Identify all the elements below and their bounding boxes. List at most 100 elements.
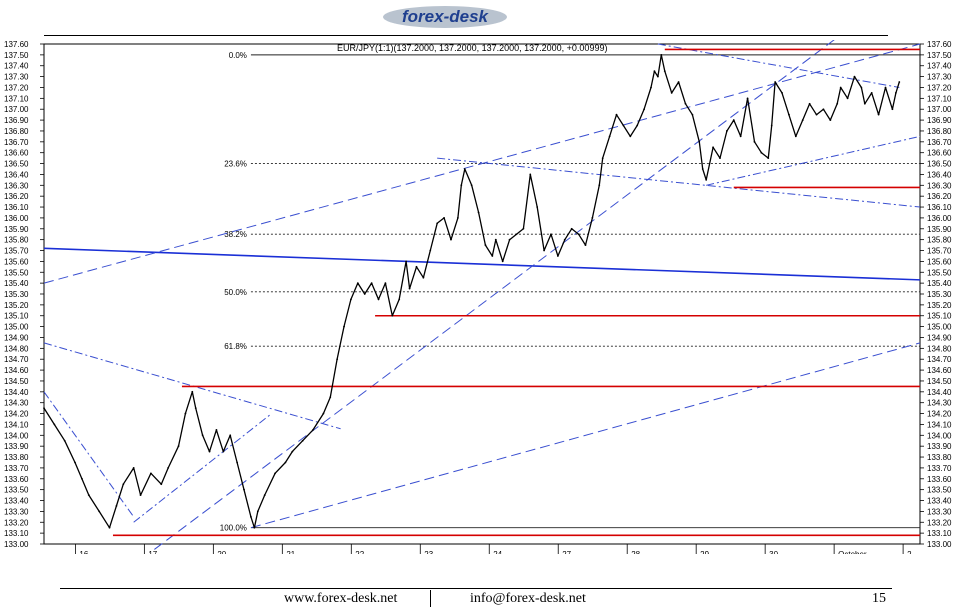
y-tick-label-left: 135.50 bbox=[4, 268, 29, 277]
x-tick-label: 21 bbox=[286, 550, 295, 554]
price-point bbox=[863, 102, 866, 105]
price-point bbox=[229, 434, 232, 437]
price-point bbox=[615, 113, 618, 116]
y-tick-label-left: 133.20 bbox=[4, 518, 29, 527]
price-point bbox=[53, 423, 56, 426]
price-point bbox=[515, 233, 518, 236]
y-tick-label-left: 137.10 bbox=[4, 94, 29, 103]
y-tick-label-right: 137.00 bbox=[927, 105, 952, 114]
price-point bbox=[660, 53, 663, 56]
price-point bbox=[222, 450, 225, 453]
price-point bbox=[63, 439, 66, 442]
y-tick-label-left: 137.00 bbox=[4, 105, 29, 114]
trendline bbox=[43, 391, 135, 518]
price-point bbox=[584, 244, 587, 246]
y-tick-label-left: 135.60 bbox=[4, 257, 29, 266]
y-tick-label-left: 135.80 bbox=[4, 236, 29, 245]
price-point bbox=[653, 70, 656, 73]
y-tick-label-right: 134.80 bbox=[927, 344, 952, 353]
x-tick-label: 30 bbox=[769, 550, 778, 554]
y-tick-label-right: 137.60 bbox=[927, 40, 952, 49]
fib-level-label: 0.0% bbox=[229, 51, 247, 60]
fib-level-label: 23.6% bbox=[224, 160, 247, 169]
price-point bbox=[781, 92, 783, 94]
price-point bbox=[74, 461, 76, 464]
y-tick-label-left: 136.10 bbox=[4, 203, 29, 212]
y-tick-label-right: 134.30 bbox=[927, 399, 952, 408]
price-point bbox=[256, 510, 259, 513]
y-tick-label-right: 133.10 bbox=[927, 529, 952, 538]
x-tick-label: 24 bbox=[493, 550, 502, 554]
price-point bbox=[132, 467, 135, 469]
price-point bbox=[494, 238, 497, 241]
y-tick-label-right: 135.20 bbox=[927, 301, 952, 310]
y-tick-label-right: 135.60 bbox=[927, 257, 952, 266]
price-point bbox=[115, 505, 118, 507]
forex-desk-logo: forex-desk bbox=[383, 6, 507, 28]
y-tick-label-right: 133.70 bbox=[927, 464, 952, 473]
y-tick-label-right: 134.60 bbox=[927, 366, 952, 375]
y-tick-label-left: 137.30 bbox=[4, 73, 29, 82]
price-point bbox=[312, 428, 314, 431]
price-point bbox=[336, 358, 339, 361]
y-tick-label-left: 136.30 bbox=[4, 181, 29, 190]
trendline bbox=[43, 342, 341, 430]
y-tick-label-left: 136.20 bbox=[4, 192, 29, 201]
price-point bbox=[284, 461, 287, 464]
y-tick-label-right: 136.80 bbox=[927, 127, 952, 136]
y-tick-label-left: 133.50 bbox=[4, 486, 29, 495]
y-tick-label-right: 134.50 bbox=[927, 377, 952, 386]
price-point bbox=[491, 255, 494, 257]
x-tick-label: 23 bbox=[424, 550, 433, 554]
fib-level-label: 100.0% bbox=[220, 524, 247, 533]
y-tick-label-left: 133.60 bbox=[4, 475, 29, 484]
price-point bbox=[436, 222, 439, 225]
y-tick-label-right: 133.80 bbox=[927, 453, 952, 462]
price-point bbox=[98, 510, 101, 513]
y-tick-label-left: 135.00 bbox=[4, 323, 29, 332]
y-tick-label-right: 137.40 bbox=[927, 62, 952, 71]
x-tick-label: 17 bbox=[148, 550, 157, 554]
y-tick-label-right: 136.20 bbox=[927, 192, 952, 201]
price-point bbox=[556, 255, 559, 257]
y-tick-label-left: 136.70 bbox=[4, 138, 29, 147]
price-point bbox=[739, 135, 742, 138]
y-tick-label-right: 136.70 bbox=[927, 138, 952, 147]
price-point bbox=[150, 472, 152, 475]
y-tick-label-left: 135.90 bbox=[4, 225, 29, 234]
price-point bbox=[191, 390, 194, 393]
y-tick-label-left: 135.70 bbox=[4, 247, 29, 256]
price-point bbox=[767, 157, 770, 160]
y-tick-label-right: 133.40 bbox=[927, 497, 952, 506]
price-point bbox=[429, 249, 432, 252]
price-point bbox=[656, 75, 659, 78]
y-tick-label-left: 136.90 bbox=[4, 116, 29, 125]
y-tick-label-right: 137.50 bbox=[927, 51, 952, 60]
price-point bbox=[201, 434, 204, 437]
price-point bbox=[794, 135, 797, 138]
price-point bbox=[608, 135, 611, 138]
price-point bbox=[463, 168, 466, 170]
y-tick-label-right: 133.00 bbox=[927, 540, 952, 549]
price-point bbox=[808, 102, 811, 105]
y-tick-label-right: 133.60 bbox=[927, 475, 952, 484]
price-point bbox=[398, 298, 401, 301]
plot-frame bbox=[43, 43, 921, 545]
y-tick-label-left: 134.70 bbox=[4, 355, 29, 364]
price-point bbox=[208, 450, 211, 453]
y-tick-label-left: 137.60 bbox=[4, 40, 29, 49]
footer-website[interactable]: www.forex-desk.net bbox=[284, 591, 398, 606]
price-point bbox=[891, 108, 894, 111]
price-point bbox=[894, 92, 897, 94]
y-tick-label-left: 134.20 bbox=[4, 410, 29, 419]
x-tick-label: October bbox=[838, 550, 867, 554]
price-point bbox=[725, 130, 728, 132]
y-tick-label-right: 135.80 bbox=[927, 236, 952, 245]
y-tick-label-left: 134.00 bbox=[4, 431, 29, 440]
price-point bbox=[356, 282, 359, 285]
y-tick-label-left: 136.00 bbox=[4, 214, 29, 223]
footer-email[interactable]: info@forex-desk.net bbox=[470, 591, 586, 606]
price-point bbox=[160, 483, 163, 486]
y-tick-label-right: 134.20 bbox=[927, 410, 952, 419]
price-point bbox=[701, 168, 704, 170]
